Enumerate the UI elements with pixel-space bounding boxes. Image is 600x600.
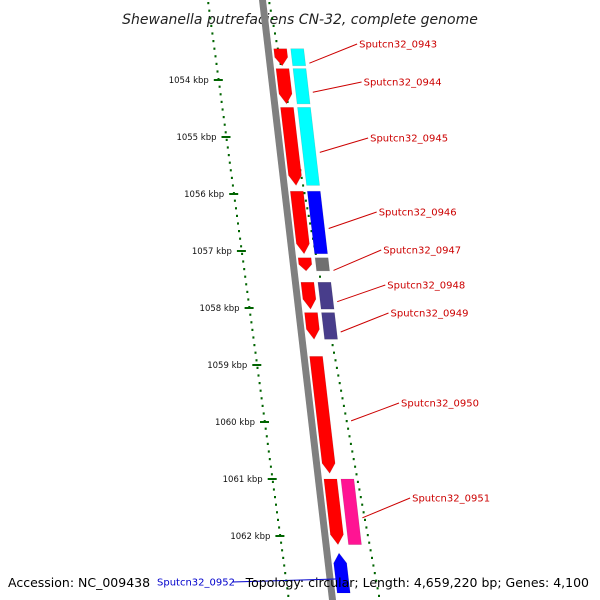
gene-label-sputcn32-0951[interactable]: Sputcn32_0951 [412,494,490,505]
class-block-sputcn32-0943 [290,48,307,67]
label-leader-sputcn32-0946 [328,211,377,229]
gene-arrow-sputcn32-0950[interactable] [309,356,336,474]
class-block-sputcn32-0949 [321,312,338,340]
label-leader-sputcn32-0949 [340,312,389,333]
gene-label-sputcn32-0943[interactable]: Sputcn32_0943 [359,40,437,51]
kbp-label-1054: 1054 kbp [169,76,209,86]
gene-label-sputcn32-0946[interactable]: Sputcn32_0946 [379,208,457,219]
kbp-label-1062: 1062 kbp [230,532,270,542]
class-block-sputcn32-0944 [292,68,311,105]
map-title: Shewanella putrefaciens CN-32, complete … [122,12,478,28]
gene-label-sputcn32-0952[interactable]: Sputcn32_0952 [157,578,235,589]
gene-label-sputcn32-0947[interactable]: Sputcn32_0947 [383,246,461,257]
kbp-label-1059: 1059 kbp [207,361,247,371]
cog-class-lane [290,48,362,545]
gene-labels: Sputcn32_0943 Sputcn32_0944 Sputcn32_094… [157,40,490,589]
label-leader-sputcn32-0943 [309,43,358,64]
class-block-sputcn32-0945 [297,107,320,186]
gene-arrow-sputcn32-0945[interactable] [280,107,302,186]
gene-arrow-sputcn32-0951[interactable] [323,478,344,546]
gene-arrow-sputcn32-0948[interactable] [300,281,317,310]
class-block-sputcn32-0947 [314,257,330,272]
gene-arrow-sputcn32-0944[interactable] [275,68,293,105]
gene-arrow-sputcn32-0943[interactable] [273,48,289,67]
kbp-label-1060: 1060 kbp [215,418,255,428]
label-leader-sputcn32-0952 [231,578,336,583]
gene-arrow-sputcn32-0946[interactable] [289,190,310,255]
cds-feature-lane [273,48,351,594]
kbp-axis-labels: 1054 kbp 1055 kbp 1056 kbp 1057 kbp 1058… [169,76,271,542]
gene-label-sputcn32-0949[interactable]: Sputcn32_0949 [391,309,469,320]
tick-marks-left [207,2,290,597]
label-leader-sputcn32-0944 [312,81,362,93]
kbp-label-1061: 1061 kbp [223,475,263,485]
gene-label-sputcn32-0950[interactable]: Sputcn32_0950 [401,399,479,410]
class-block-sputcn32-0946 [306,190,328,255]
class-block-sputcn32-0951 [340,478,362,545]
kbp-label-1056: 1056 kbp [184,190,224,200]
gene-arrow-sputcn32-0949[interactable] [304,312,320,340]
kbp-label-1058: 1058 kbp [200,304,240,314]
kbp-label-1055: 1055 kbp [176,133,216,143]
gene-arrow-sputcn32-0947[interactable] [297,257,313,272]
gene-arrow-sputcn32-0952[interactable] [333,552,351,594]
class-block-sputcn32-0948 [317,281,335,310]
gene-label-sputcn32-0945[interactable]: Sputcn32_0945 [370,134,448,145]
label-leader-sputcn32-0945 [319,137,369,153]
label-leader-sputcn32-0948 [337,284,386,303]
label-leader-sputcn32-0951 [362,497,411,519]
gene-label-sputcn32-0948[interactable]: Sputcn32_0948 [387,281,465,292]
genome-backbone [259,0,336,600]
gene-label-sputcn32-0944[interactable]: Sputcn32_0944 [364,78,442,89]
accession-text: Accession: NC_009438 [8,575,150,590]
kbp-label-1057: 1057 kbp [192,247,232,257]
label-leader-sputcn32-0950 [350,402,400,422]
topology-text: Topology: circular; Length: 4,659,220 bp… [245,575,589,590]
label-leader-sputcn32-0947 [333,249,382,271]
